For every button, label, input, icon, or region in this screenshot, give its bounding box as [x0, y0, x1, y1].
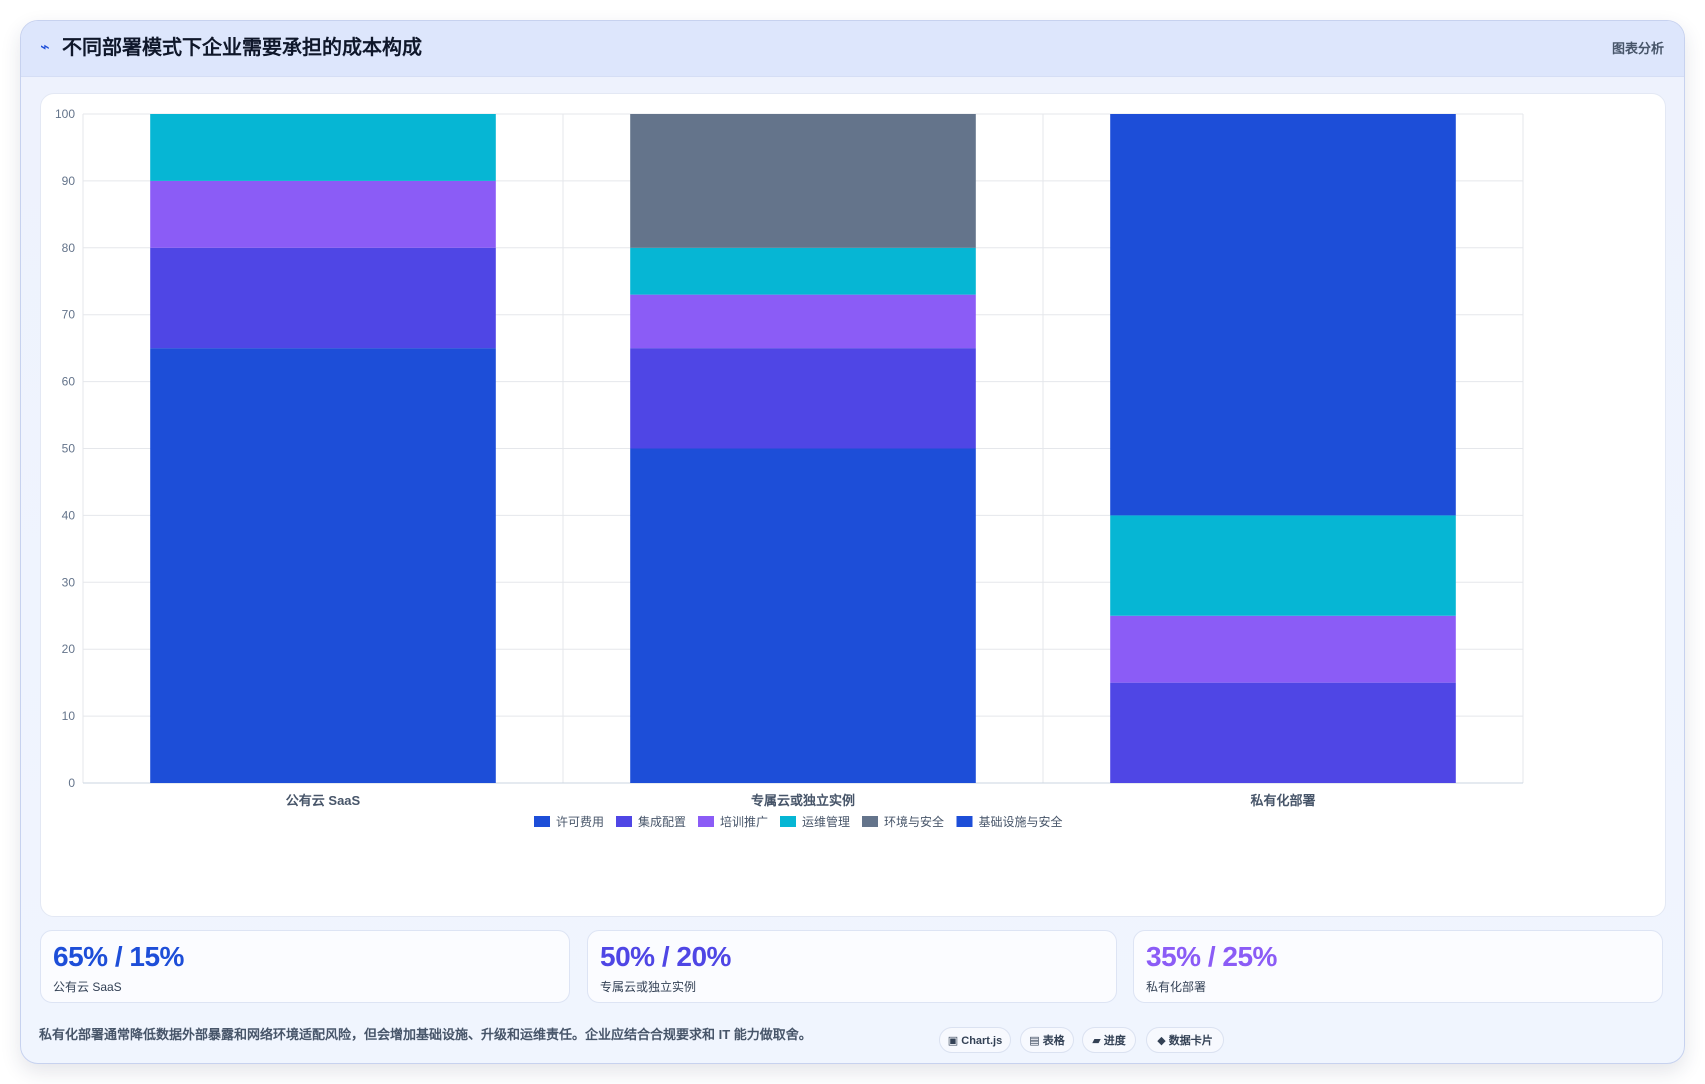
- legend-label: 运维管理: [802, 814, 850, 829]
- stat-value: 50% / 20%: [600, 941, 731, 972]
- stat-card-dedicated: 50% / 20% 专属云或独立实例: [587, 930, 1117, 1003]
- bar-segment: [150, 114, 496, 181]
- y-tick-label: 70: [62, 308, 76, 322]
- legend-swatch: [780, 816, 796, 827]
- stat-label: 专属云或独立实例: [600, 980, 697, 994]
- x-category-label: 专属云或独立实例: [751, 793, 855, 808]
- y-tick-label: 10: [62, 709, 76, 723]
- chart-panel: 0 10 20 30 40 50 60 70 80 90 100 公有云 SaaS 专属云或独立实例 私有…: [40, 93, 1666, 917]
- bar-segment: [1110, 515, 1456, 616]
- legend-swatch: [862, 816, 878, 827]
- stacked-bar-chart: 0 10 20 30 40 50 60 70 80 90 100 公有云 SaaS 专属云或独立实例 私有…: [55, 107, 1524, 829]
- stat-label: 公有云 SaaS: [53, 980, 122, 994]
- bar-segment: [630, 114, 976, 248]
- stat-card-saas: 65% / 15% 公有云 SaaS: [40, 930, 570, 1003]
- footnote: 私有化部署通常降低数据外部暴露和网络环境适配风险，但会增加基础设施、升级和运维责…: [39, 1027, 812, 1042]
- tag-table[interactable]: ▤ 表格: [1020, 1027, 1074, 1053]
- tag-progress[interactable]: ▰ 进度: [1082, 1027, 1136, 1053]
- chart-analysis-badge: 图表分析: [1611, 41, 1664, 56]
- tag-data-card[interactable]: ◆ 数据卡片: [1146, 1027, 1224, 1053]
- chart-card: ⌁ 不同部署模式下企业需要承担的成本构成 图表分析 0 10 20 30 40 50 60 7…: [20, 20, 1685, 1064]
- bar-segment: [630, 348, 976, 449]
- legend-label: 基础设施与安全: [979, 814, 1063, 829]
- stat-label: 私有化部署: [1146, 980, 1207, 994]
- bar-segment: [1110, 114, 1456, 516]
- y-tick-label: 60: [62, 375, 76, 389]
- bar-segment: [150, 348, 496, 783]
- legend-swatch: [698, 816, 714, 827]
- chart-title: 不同部署模式下企业需要承担的成本构成: [62, 37, 422, 59]
- bar-segment: [630, 448, 976, 783]
- legend-label: 培训推广: [720, 814, 768, 829]
- legend-swatch: [616, 816, 632, 827]
- bar-segment: [150, 180, 496, 248]
- y-tick-label: 100: [55, 107, 75, 121]
- legend-label: 集成配置: [638, 814, 686, 829]
- y-tick-label: 30: [62, 575, 76, 589]
- bar-segment: [630, 294, 976, 349]
- legend-label: 许可费用: [556, 815, 604, 829]
- lightning-icon: ⌁: [40, 39, 50, 56]
- x-category-label: 公有云 SaaS: [286, 793, 361, 808]
- stat-value: 65% / 15%: [53, 941, 184, 972]
- bar-segment: [150, 247, 496, 349]
- y-tick-label: 80: [62, 241, 76, 255]
- bar-segment: [1110, 682, 1456, 783]
- x-category-label: 私有化部署: [1250, 793, 1315, 808]
- bar-segment: [630, 247, 976, 295]
- y-tick-label: 40: [62, 508, 76, 522]
- legend-swatch: [534, 816, 550, 827]
- y-tick-label: 20: [62, 642, 76, 656]
- y-tick-label: 0: [68, 776, 75, 790]
- stat-card-private: 35% / 25% 私有化部署: [1133, 930, 1663, 1003]
- legend-swatch: [956, 816, 973, 827]
- bar-segment: [1110, 615, 1456, 683]
- y-tick-label: 90: [62, 174, 76, 188]
- legend-label: 环境与安全: [884, 814, 944, 829]
- tag-chartjs[interactable]: ▣ Chart.js: [939, 1027, 1011, 1053]
- card-header: ⌁ 不同部署模式下企业需要承担的成本构成 图表分析: [21, 21, 1684, 77]
- stat-value: 35% / 25%: [1146, 941, 1277, 972]
- y-tick-label: 50: [62, 442, 76, 456]
